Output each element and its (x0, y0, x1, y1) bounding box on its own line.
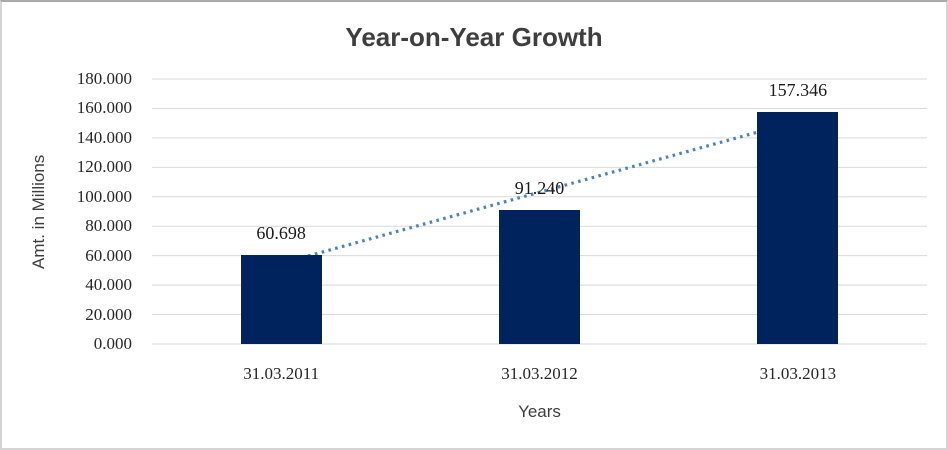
y-tick-label: 160.000 (76, 98, 132, 118)
y-tick-label: 140.000 (76, 127, 132, 147)
y-tick-label: 20.000 (85, 304, 132, 324)
bar-31.03.2011[interactable] (240, 254, 322, 344)
x-tick-label: 31.03.2013 (759, 364, 837, 383)
y-tick-label: 0.000 (93, 334, 132, 353)
chart-title: Year-on-Year Growth (345, 22, 603, 52)
bar-31.03.2013[interactable] (757, 112, 839, 344)
y-tick-label: 80.000 (85, 216, 132, 236)
x-axis-title: Years (518, 402, 561, 421)
y-tick-label: 60.000 (85, 245, 132, 265)
bar-data-label: 60.698 (256, 222, 306, 243)
x-tick-label: 31.03.2011 (243, 364, 320, 383)
y-tick-label: 100.000 (76, 186, 132, 206)
bar-data-label: 157.346 (768, 80, 828, 101)
bar-31.03.2012[interactable] (499, 209, 580, 344)
x-tick-label: 31.03.2012 (501, 364, 578, 383)
y-tick-label: 180.000 (76, 69, 132, 88)
y-tick-label: 40.000 (85, 275, 132, 295)
bar-data-label: 91.240 (514, 177, 565, 198)
y-tick-label: 120.000 (76, 157, 132, 177)
trendline[interactable] (280, 119, 799, 265)
